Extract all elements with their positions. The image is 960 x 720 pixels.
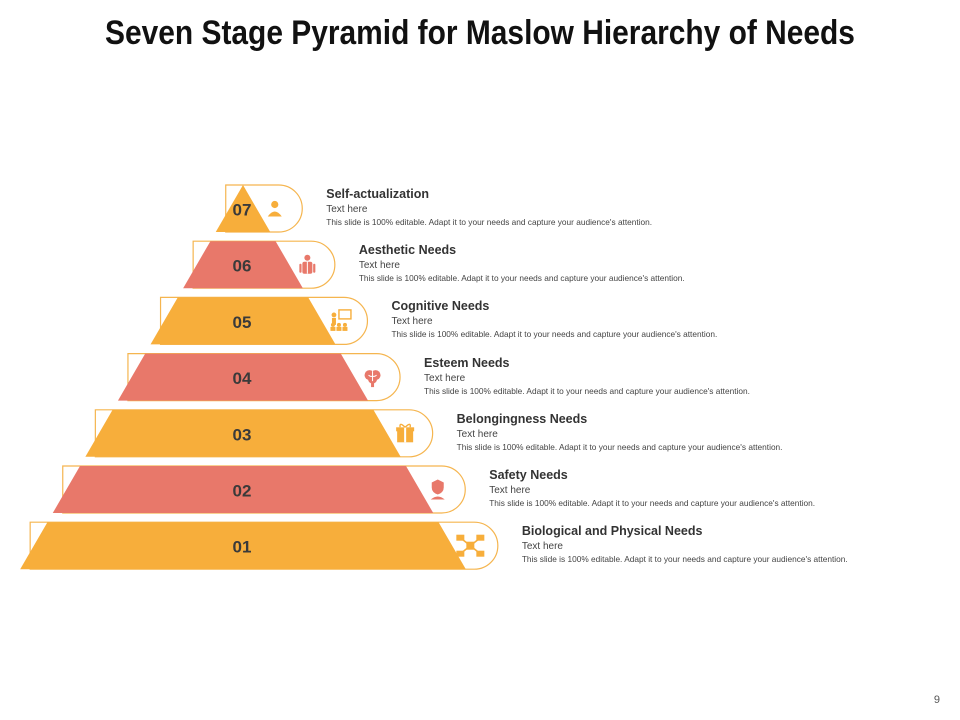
level-subtitle: Text here	[326, 204, 368, 215]
pyramid-level-05: 05	[150, 296, 368, 345]
level-heading: Safety Needs	[489, 468, 568, 482]
pyramid-level-07: 07	[215, 184, 303, 233]
level-subtitle: Text here	[489, 485, 531, 496]
level-description: This slide is 100% editable. Adapt it to…	[521, 554, 848, 565]
level-number: 01	[233, 538, 252, 557]
level-text-07: Self-actualization Text here This slide is…	[326, 187, 652, 228]
level-subtitle: Text here	[521, 541, 563, 553]
brain-icon	[364, 370, 381, 388]
pyramid-level-01: 01	[20, 521, 499, 570]
level-number: 05	[233, 313, 252, 332]
level-description: This slide is 100% editable. Adapt it to…	[326, 217, 653, 227]
person-icon	[267, 200, 282, 217]
level-text-03: Belongingness Needs Text here This slide i…	[457, 412, 783, 453]
level-band	[215, 185, 271, 232]
level-number: 03	[233, 425, 252, 444]
pyramid-level-03: 03	[85, 409, 434, 458]
shield-hand-icon	[430, 479, 445, 500]
presentation-icon	[330, 309, 352, 331]
businessman-icon	[299, 254, 316, 274]
level-band	[52, 466, 434, 513]
pyramid-level-02: 02	[52, 465, 466, 514]
level-subtitle: Text here	[391, 316, 433, 328]
level-description: This slide is 100% editable. Adapt it to…	[358, 273, 685, 284]
level-description: This slide is 100% editable. Adapt it to…	[391, 329, 718, 340]
network-icon	[456, 534, 485, 557]
level-text-01: Biological and Physical Needs Text here Th…	[522, 524, 848, 565]
level-heading: Esteem Needs	[424, 355, 510, 370]
gift-box-icon	[396, 423, 415, 443]
level-band	[183, 241, 303, 289]
level-band	[150, 297, 336, 345]
level-number: 07	[233, 201, 252, 220]
level-description: This slide is 100% editable. Adapt it to…	[424, 385, 750, 396]
pyramid-level-04: 04	[117, 353, 401, 402]
pyramid-level-06: 06	[183, 240, 336, 289]
level-heading: Biological and Physical Needs	[521, 524, 703, 539]
level-band	[85, 409, 401, 457]
level-description: This slide is 100% editable. Adapt it to…	[489, 498, 816, 508]
level-subtitle: Text here	[456, 428, 498, 440]
level-subtitle: Text here	[424, 372, 466, 384]
level-text-02: Safety Needs Text here This slide is 100% …	[489, 468, 815, 509]
page-number: 9	[933, 694, 940, 706]
level-heading: Self-actualization	[326, 187, 430, 201]
level-number: 02	[233, 482, 252, 501]
level-heading: Belongingness Needs	[456, 411, 588, 426]
level-band	[20, 522, 466, 570]
level-heading: Aesthetic Needs	[358, 243, 457, 258]
level-text-04: Esteem Needs Text here This slide is 100% …	[424, 356, 750, 397]
slide-title: Seven Stage Pyramid for Maslow Hierarchy…	[105, 14, 855, 52]
level-text-06: Aesthetic Needs Text here This slide is 10…	[359, 243, 685, 284]
level-number: 04	[233, 369, 252, 388]
level-band	[117, 353, 369, 401]
level-text-05: Cognitive Needs Text here This slide is 10…	[391, 299, 717, 340]
level-description: This slide is 100% editable. Adapt it to…	[456, 441, 783, 452]
level-heading: Cognitive Needs	[391, 299, 490, 314]
level-subtitle: Text here	[358, 260, 400, 272]
level-number: 06	[233, 257, 252, 276]
